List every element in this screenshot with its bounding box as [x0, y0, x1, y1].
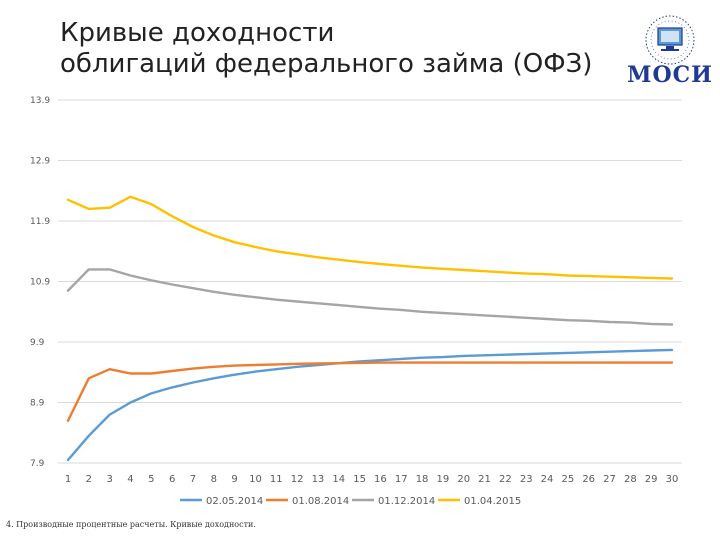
logo-text: МОСИ [627, 62, 713, 88]
x-tick-label: 29 [645, 474, 658, 485]
y-tick-label: 7.9 [30, 459, 45, 469]
x-tick-label: 11 [270, 474, 283, 485]
series-line-4 [66, 195, 674, 280]
x-tick-label: 17 [395, 474, 408, 485]
x-tick-label: 4 [127, 474, 133, 485]
series-lines [66, 195, 674, 462]
footnote: 4. Производные процентные расчеты. Кривы… [6, 520, 256, 529]
x-tick-label: 3 [106, 474, 112, 485]
x-tick-label: 30 [666, 474, 679, 485]
y-tick-labels: 7.9 8.9 9.9 10.9 11.9 12.9 13.9 [30, 96, 50, 469]
title-line-2: облигаций федерального займа (ОФЗ) [60, 49, 593, 79]
series-line-2 [66, 361, 674, 422]
y-tick-label: 9.9 [30, 338, 45, 348]
x-tick-label: 21 [478, 474, 491, 485]
x-tick-label: 20 [457, 474, 470, 485]
legend: 02.05.2014 01.08.2014 01.12.2014 01.04.2015 [180, 496, 521, 507]
x-tick-label: 19 [437, 474, 450, 485]
x-tick-label: 24 [541, 474, 554, 485]
x-tick-label: 15 [353, 474, 366, 485]
legend-label-2: 01.08.2014 [292, 496, 349, 507]
x-tick-label: 18 [416, 474, 429, 485]
x-tick-label: 27 [603, 474, 616, 485]
page-title: Кривые доходности облигаций федерального… [60, 18, 620, 80]
x-tick-labels: 1 2 3 4 5 6 7 8 9 10 11 12 13 14 15 16 17 18 19 20 21 22 23 24 2… [65, 474, 679, 485]
legend-label-4: 01.04.2015 [464, 496, 521, 507]
x-tick-label: 28 [624, 474, 637, 485]
logo: МОСИ [626, 8, 714, 88]
x-tick-label: 5 [148, 474, 154, 485]
x-tick-label: 1 [65, 474, 71, 485]
x-tick-label: 10 [249, 474, 262, 485]
y-tick-label: 13.9 [30, 96, 50, 106]
x-tick-label: 25 [561, 474, 574, 485]
x-tick-label: 26 [582, 474, 595, 485]
series-line-3 [66, 268, 674, 326]
x-tick-label: 6 [169, 474, 175, 485]
y-tick-label: 12.9 [30, 157, 50, 167]
x-tick-label: 9 [231, 474, 237, 485]
x-tick-label: 22 [499, 474, 512, 485]
globe-computer-icon [645, 15, 695, 65]
y-tick-label: 10.9 [30, 278, 50, 288]
x-tick-label: 8 [211, 474, 217, 485]
y-tick-label: 8.9 [30, 399, 45, 409]
x-tick-label: 2 [86, 474, 92, 485]
x-tick-label: 7 [190, 474, 196, 485]
series-line-1 [66, 348, 674, 462]
x-tick-label: 14 [332, 474, 345, 485]
x-tick-label: 23 [520, 474, 533, 485]
legend-label-3: 01.12.2014 [378, 496, 435, 507]
x-tick-label: 12 [291, 474, 304, 485]
x-tick-label: 13 [312, 474, 325, 485]
legend-label-1: 02.05.2014 [206, 496, 263, 507]
title-line-1: Кривые доходности [60, 18, 335, 48]
x-tick-label: 16 [374, 474, 387, 485]
y-tick-label: 11.9 [30, 217, 50, 227]
